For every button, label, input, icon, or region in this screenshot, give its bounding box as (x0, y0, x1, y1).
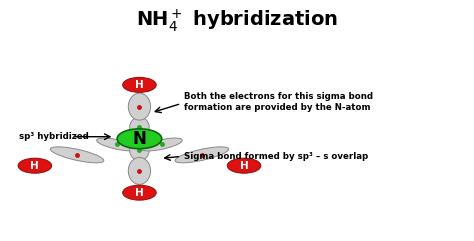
Text: Both the electrons for this sigma bond
formation are provided by the N-atom: Both the electrons for this sigma bond f… (183, 92, 373, 112)
Circle shape (123, 185, 156, 200)
Ellipse shape (128, 157, 151, 184)
Ellipse shape (130, 140, 149, 161)
Ellipse shape (141, 138, 182, 151)
Circle shape (18, 158, 52, 173)
Text: H: H (240, 161, 248, 171)
Ellipse shape (130, 117, 149, 138)
Text: Sigma bond formed by sp³ – s overlap: Sigma bond formed by sp³ – s overlap (183, 152, 368, 161)
Ellipse shape (128, 93, 151, 120)
Ellipse shape (50, 147, 104, 163)
Text: H: H (135, 188, 144, 198)
Text: H: H (135, 80, 144, 90)
Circle shape (123, 77, 156, 92)
Circle shape (228, 158, 261, 173)
Text: N: N (133, 130, 146, 148)
Circle shape (117, 129, 162, 149)
Text: NH$_4^+$ hybridization: NH$_4^+$ hybridization (136, 7, 338, 34)
Ellipse shape (175, 147, 228, 163)
Text: sp³ hybridized: sp³ hybridized (18, 132, 89, 141)
Ellipse shape (97, 138, 138, 151)
Text: H: H (30, 161, 39, 171)
